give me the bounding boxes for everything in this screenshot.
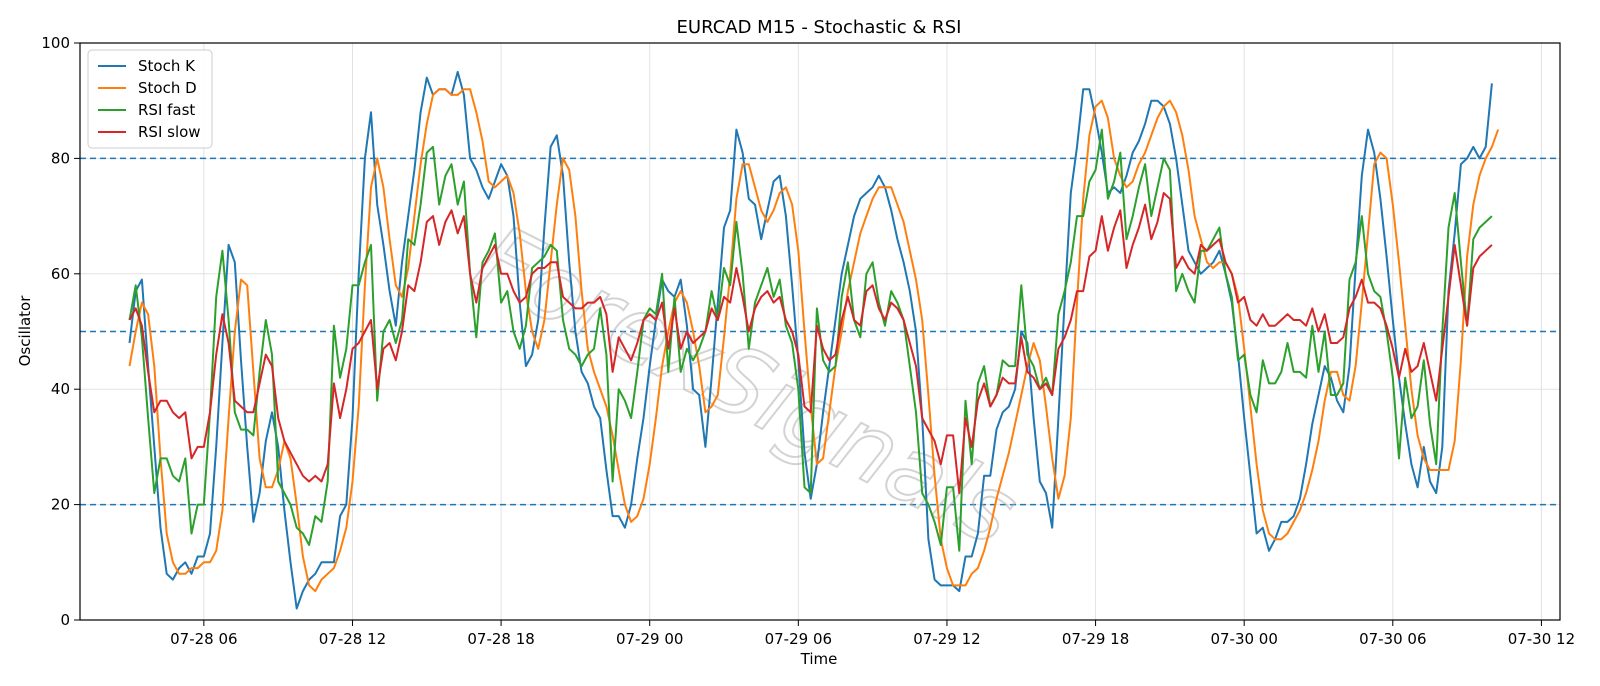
x-tick-label: 07-29 12 — [913, 630, 980, 648]
x-tick-label: 07-28 06 — [170, 630, 237, 648]
x-tick-label: 07-29 18 — [1062, 630, 1129, 648]
y-tick-label: 40 — [51, 380, 70, 398]
y-axis-label: Oscillator — [16, 295, 34, 367]
x-tick-label: 07-28 18 — [467, 630, 534, 648]
legend-box — [87, 49, 213, 149]
plot-frame — [79, 42, 1561, 621]
x-axis-label: Time — [800, 650, 838, 668]
x-tick-label: 07-28 12 — [319, 630, 386, 648]
axis-ticks: 07-28 06 07-28 12 07-28 18 07-29 00 07-29 06… — [41, 34, 1575, 648]
x-tick-label: 07-29 00 — [616, 630, 683, 648]
y-tick-label: 0 — [60, 611, 70, 629]
series-line-stoch-d — [128, 88, 1500, 593]
y-tick-label: 80 — [51, 149, 70, 167]
legend-label: Stoch D — [138, 79, 197, 97]
legend-label: Stoch K — [138, 57, 196, 75]
series-line-rsi-slow — [128, 192, 1493, 495]
x-tick-label: 07-30 00 — [1210, 630, 1277, 648]
legend-label: RSI slow — [138, 123, 201, 141]
x-tick-label: 07-30 12 — [1508, 630, 1575, 648]
y-tick-label: 100 — [41, 34, 70, 52]
chart-title: EURCAD M15 - Stochastic & RSI — [677, 17, 962, 38]
legend: Stoch K Stoch D RSI fast RSI slow — [87, 49, 213, 149]
series-lines — [128, 70, 1500, 610]
series-line-rsi-fast — [128, 128, 1493, 552]
legend-label: RSI fast — [138, 101, 195, 119]
x-tick-label: 07-29 06 — [765, 630, 832, 648]
series-line-stoch-k — [128, 70, 1493, 610]
x-tick-label: 07-30 06 — [1359, 630, 1426, 648]
y-tick-label: 20 — [51, 496, 70, 514]
y-tick-label: 60 — [51, 265, 70, 283]
